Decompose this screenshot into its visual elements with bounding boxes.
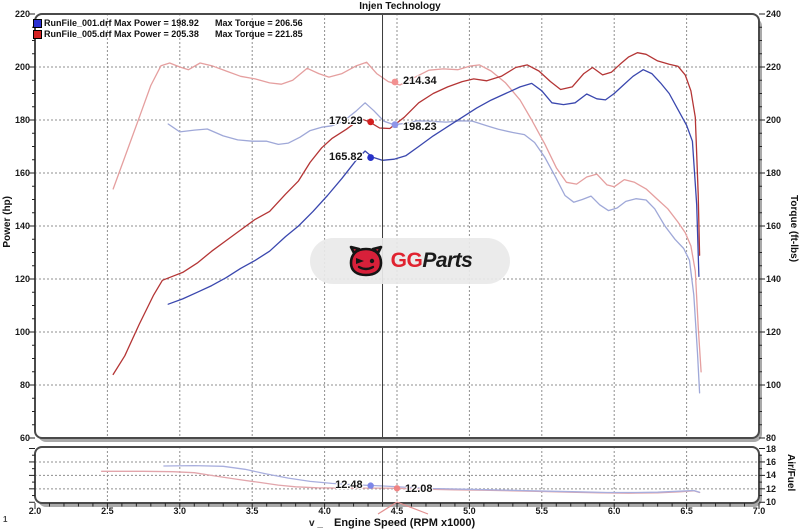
watermark: GGParts: [310, 238, 510, 284]
ggparts-mascot-icon: [349, 245, 382, 277]
legend-swatch-blue-icon: [33, 19, 42, 28]
watermark-gg: GG: [390, 249, 423, 272]
airfuel-axis-title: Air/Fuel: [785, 454, 796, 492]
cursor-dot-214.34: [391, 78, 399, 86]
series-runfile-005-drf-torque: [112, 61, 702, 373]
torque-axis-title: Torque (ft-lbs): [788, 195, 799, 263]
airfuel-gridlines: [36, 448, 758, 502]
legend: RunFile_001.drf Max Power = 198.92 Max T…: [33, 18, 303, 40]
cursor-dot-198.23: [391, 121, 399, 129]
series-runfile-001-drf-air-fuel: [163, 464, 701, 494]
watermark-brand-text: GGParts: [391, 249, 473, 273]
axis-ticks: [29, 13, 765, 509]
legend-swatch-red-icon: [33, 30, 42, 39]
legend-row-runfile-005: RunFile_005.drf Max Power = 205.38 Max T…: [33, 29, 303, 39]
series-runfile-001-drf-power: [167, 69, 700, 305]
legend-torque-text: Max Torque = 221.85: [215, 29, 303, 39]
main-gridlines: [36, 15, 758, 437]
power-axis-title: Power (hp): [2, 196, 13, 248]
cursor-leader-line: [377, 501, 398, 515]
legend-torque-text: Max Torque = 206.56: [215, 18, 303, 28]
cursor-readout-artifact: v _: [309, 518, 323, 529]
cursor-dot-12.08: [393, 485, 401, 492]
legend-row-runfile-001: RunFile_001.drf Max Power = 198.92 Max T…: [33, 18, 303, 28]
watermark-parts: Parts: [422, 249, 473, 272]
cursor-dot-179.29: [367, 118, 375, 126]
x-axis-title: Engine Speed (RPM x1000): [334, 517, 476, 529]
series-runfile-005-drf-power: [112, 52, 701, 376]
cursor-dot-165.82: [367, 154, 375, 161]
cursor-leader-line: [396, 501, 429, 515]
main-plot-area[interactable]: [35, 14, 759, 438]
legend-power-text: RunFile_005.drf Max Power = 205.38: [44, 29, 199, 39]
airfuel-plot-area[interactable]: [35, 447, 759, 503]
stray-mark: 1: [3, 515, 8, 524]
legend-power-text: RunFile_001.drf Max Power = 198.92: [44, 18, 199, 28]
series-runfile-001-drf-torque: [167, 102, 701, 394]
cursor-dot-12.48: [367, 482, 374, 489]
chart-title: Injen Technology: [359, 1, 441, 12]
